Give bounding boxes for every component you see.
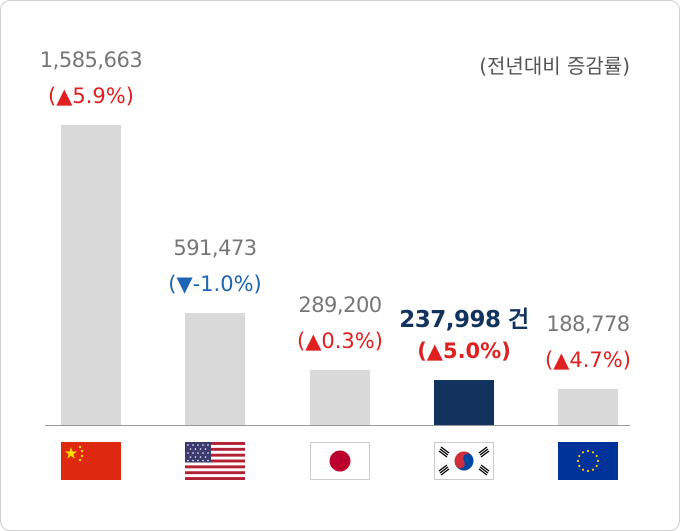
change-label: (▲5.9%) — [48, 84, 134, 108]
value-label: 591,473 — [173, 236, 257, 260]
usa-flag-icon — [185, 442, 245, 480]
value-label: 1,585,663 — [39, 48, 143, 72]
bar-usa — [185, 313, 245, 425]
korea-flag-icon — [434, 442, 494, 480]
value-label: 237,998 건 — [399, 307, 529, 333]
bar-korea — [434, 380, 494, 425]
value-label: 188,778 — [546, 312, 630, 336]
change-label: (▲5.0%) — [417, 339, 511, 363]
bar-china — [61, 125, 121, 425]
japan-flag-icon — [310, 442, 370, 480]
bar-eu — [558, 389, 618, 425]
chart-note: (전년대비 증감률) — [479, 54, 630, 78]
change-label: (▲0.3%) — [297, 329, 383, 353]
change-label: (▼-1.0%) — [168, 272, 262, 296]
value-label: 289,200 — [298, 293, 382, 317]
chart-baseline — [45, 425, 630, 426]
bar-japan — [310, 370, 370, 425]
eu-flag-icon — [558, 442, 618, 480]
china-flag-icon — [61, 442, 121, 480]
change-label: (▲4.7%) — [545, 348, 631, 372]
